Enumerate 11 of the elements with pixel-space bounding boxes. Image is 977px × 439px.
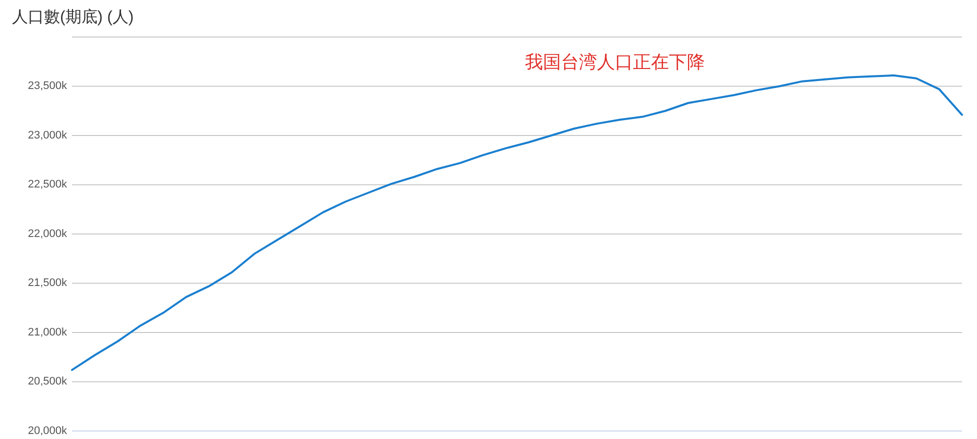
y-tick-label: 21,500k	[28, 277, 68, 290]
y-tick-label: 22,500k	[28, 178, 68, 191]
y-tick-label: 23,500k	[28, 80, 68, 92]
y-tick-label: 20,000k	[28, 424, 68, 437]
line-series	[71, 74, 963, 371]
annotation: 我国台湾人口正在下降	[525, 52, 705, 72]
y-tick-label: 21,000k	[28, 326, 68, 338]
y-tick-label: 23,000k	[28, 129, 68, 142]
y-tick-label: 20,500k	[28, 376, 68, 388]
chart-title: 人口數(期底) (人)	[12, 8, 134, 26]
y-tick-label: 22,000k	[28, 228, 68, 240]
